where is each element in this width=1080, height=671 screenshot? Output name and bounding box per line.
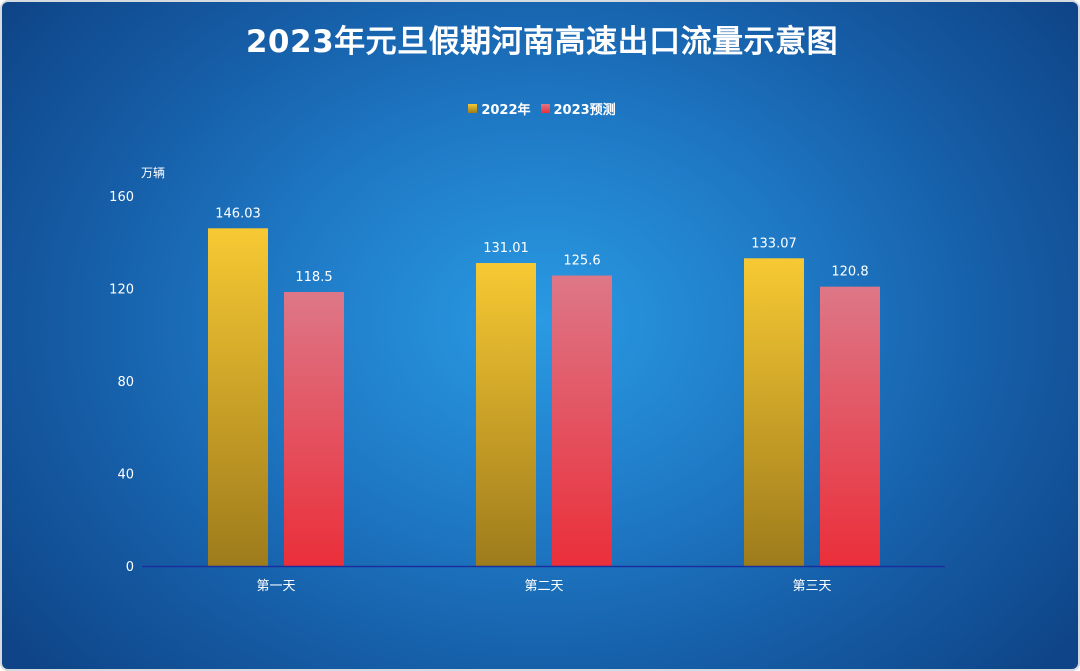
x-tick-label: 第一天 — [256, 579, 295, 594]
legend-item-2022: 2022年 — [468, 99, 531, 118]
data-label: 146.03 — [215, 206, 261, 221]
y-axis-unit-label: 万辆 — [141, 166, 166, 180]
legend-label-2022: 2022年 — [481, 103, 531, 118]
chart-legend: 2022年 2023预测 — [2, 99, 1078, 118]
bar-2022-2 — [476, 263, 536, 566]
legend-swatch-2023 — [540, 104, 550, 113]
chart-title: 2023年元旦假期河南高速出口流量示意图 — [245, 24, 839, 60]
y-tick-label: 0 — [126, 560, 134, 575]
bar-2023-3 — [820, 286, 880, 566]
y-tick-label: 160 — [109, 190, 134, 205]
bar-2022-3 — [744, 258, 804, 566]
data-label: 118.5 — [295, 270, 332, 285]
bar-2023-1 — [284, 291, 344, 566]
y-tick-label: 120 — [109, 283, 134, 298]
x-tick-label: 第三天 — [792, 579, 831, 594]
bar-2022-1 — [208, 228, 268, 567]
data-label: 125.6 — [563, 254, 600, 269]
data-label: 133.07 — [751, 236, 797, 251]
bar-2023-2 — [552, 275, 612, 566]
y-tick-label: 80 — [117, 375, 134, 390]
x-tick-label: 第二天 — [524, 579, 563, 594]
legend-item-2023: 2023预测 — [540, 99, 616, 118]
y-tick-label: 40 — [117, 468, 134, 483]
legend-swatch-2022 — [468, 104, 478, 113]
legend-label-2023: 2023预测 — [553, 103, 616, 118]
data-label: 120.8 — [831, 265, 868, 280]
data-label: 131.01 — [483, 241, 529, 256]
